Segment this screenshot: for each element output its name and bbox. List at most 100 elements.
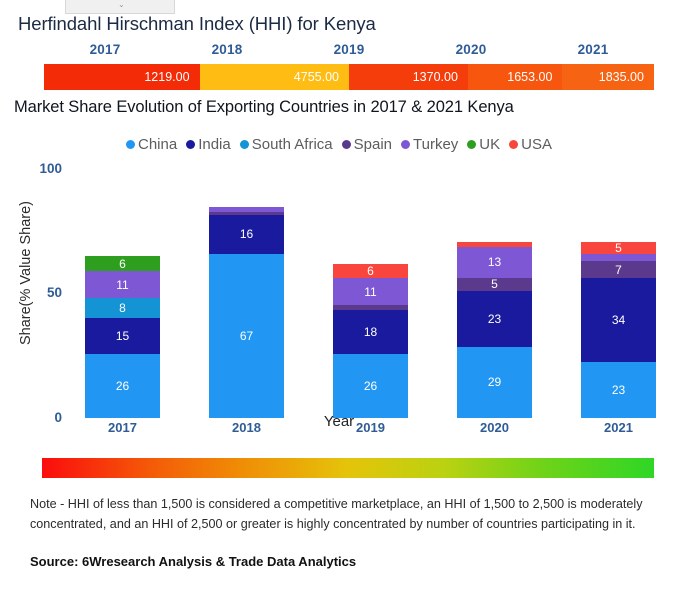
bar-group-2017[interactable]: 6 11 8 15 26 2017 xyxy=(85,155,160,435)
y-tick-0: 0 xyxy=(54,410,62,425)
x-tick-2020: 2020 xyxy=(480,420,509,435)
hhi-title: Herfindahl Hirschman Index (HHI) for Ken… xyxy=(18,13,376,34)
bar-segment-china-2017[interactable]: 26 xyxy=(85,354,160,418)
bar-segment-usa-2019[interactable]: 6 xyxy=(333,263,408,279)
y-tick-100: 100 xyxy=(39,161,62,176)
bar-group-2021[interactable]: 5 7 34 23 2021 xyxy=(581,155,656,435)
bar-value-label: 18 xyxy=(363,325,378,340)
hhi-value-bar: 1219.00 4755.00 1370.00 1653.00 1835.00 xyxy=(44,64,654,90)
bar-value-label: 67 xyxy=(239,328,254,343)
bar-segment-india-2019[interactable]: 18 xyxy=(333,310,408,355)
bar-value-label: 15 xyxy=(115,328,130,343)
bar-value-label: 5 xyxy=(615,241,622,254)
x-tick-2017: 2017 xyxy=(108,420,137,435)
hhi-scale-gradient xyxy=(42,458,654,478)
legend-dot-icon xyxy=(401,139,410,149)
bar-group-2020[interactable]: 13 5 23 29 2020 xyxy=(457,155,532,435)
bar-segment-india-2021[interactable]: 34 xyxy=(581,278,656,362)
bar-value-label: 23 xyxy=(611,382,626,397)
stacked-bar-2018[interactable]: 16 67 xyxy=(209,207,284,418)
stacked-bar-2021[interactable]: 5 7 34 23 xyxy=(581,241,656,418)
legend-item-china[interactable]: China xyxy=(126,136,177,153)
legend-label: Turkey xyxy=(413,135,459,153)
hhi-segment-2020: 1653.00 xyxy=(467,64,563,90)
hhi-year-2020: 2020 xyxy=(455,42,487,57)
x-tick-2021: 2021 xyxy=(604,420,633,435)
x-tick-2018: 2018 xyxy=(232,420,261,435)
bar-segment-china-2021[interactable]: 23 xyxy=(581,361,656,418)
legend-dot-icon xyxy=(126,139,135,149)
legend-item-uk[interactable]: UK xyxy=(467,136,500,153)
bar-segment-uk-2017[interactable]: 6 xyxy=(85,256,160,272)
bar-segment-usa-2021[interactable]: 5 xyxy=(581,241,656,254)
legend-dot-icon xyxy=(186,139,196,149)
bar-segment-turkey-2019[interactable]: 11 xyxy=(333,278,408,306)
bar-value-label: 16 xyxy=(239,227,254,242)
legend-item-usa[interactable]: USA xyxy=(509,136,552,153)
bar-value-label: 26 xyxy=(363,379,378,394)
chart-note: Note - HHI of less than 1,500 is conside… xyxy=(30,497,643,531)
stacked-bar-2017[interactable]: 6 11 8 15 26 xyxy=(85,256,160,418)
bar-segment-spain-2020[interactable]: 5 xyxy=(457,278,532,291)
bar-value-label: 6 xyxy=(119,256,126,271)
hhi-year-2021: 2021 xyxy=(577,42,609,57)
bar-value-label: 7 xyxy=(615,262,622,277)
legend-item-india[interactable]: India xyxy=(186,136,231,153)
bar-group-2019[interactable]: 6 11 18 26 2019 xyxy=(333,155,408,435)
bar-segment-turkey-2021[interactable] xyxy=(581,253,656,262)
x-axis-label: Year xyxy=(323,413,355,430)
bar-group-2018[interactable]: 16 67 2018 xyxy=(209,155,284,435)
legend-dot-icon xyxy=(239,139,249,149)
hhi-year-2017: 2017 xyxy=(89,42,121,57)
bar-value-label: 34 xyxy=(611,313,626,327)
bar-segment-turkey-2020[interactable]: 13 xyxy=(457,246,532,279)
legend-label: UK xyxy=(479,135,501,153)
bar-value-label: 5 xyxy=(491,278,498,291)
bar-value-label: 13 xyxy=(487,255,502,270)
bar-segment-turkey-2018[interactable] xyxy=(209,207,284,213)
hhi-year-2018: 2018 xyxy=(211,42,243,57)
x-tick-2019: 2019 xyxy=(356,420,385,435)
artifact-glyph: ⌄ xyxy=(118,0,125,9)
stacked-bar-2019[interactable]: 6 11 18 26 xyxy=(333,263,408,418)
bar-segment-spain-2018[interactable] xyxy=(209,212,284,215)
hhi-segment-2021: 1835.00 xyxy=(562,64,654,90)
bar-value-label: 11 xyxy=(364,284,377,299)
chart-source: Source: 6Wresearch Analysis & Trade Data… xyxy=(30,554,357,569)
legend-label: Spain xyxy=(353,135,392,153)
legend-dot-icon xyxy=(509,139,519,149)
bar-value-label: 23 xyxy=(487,311,502,326)
hhi-segment-2019: 1370.00 xyxy=(348,64,468,90)
bar-segment-south-africa-2017[interactable]: 8 xyxy=(85,297,160,318)
bar-segment-india-2020[interactable]: 23 xyxy=(457,290,532,347)
hhi-segment-2017: 1219.00 xyxy=(44,64,200,90)
bar-segment-china-2020[interactable]: 29 xyxy=(457,346,532,418)
chart-legend: China India South Africa Spain Turkey UK USA xyxy=(0,133,678,155)
bar-segment-india-2017[interactable]: 15 xyxy=(85,317,160,355)
legend-item-turkey[interactable]: Turkey xyxy=(401,136,458,153)
legend-label: China xyxy=(138,135,178,153)
bar-value-label: 8 xyxy=(119,300,126,315)
bar-segment-china-2018[interactable]: 67 xyxy=(209,253,284,418)
stacked-bar-2020[interactable]: 13 5 23 29 xyxy=(457,241,532,418)
legend-dot-icon xyxy=(467,139,477,149)
hhi-year-2019: 2019 xyxy=(333,42,365,57)
bar-segment-usa-2020[interactable] xyxy=(457,241,532,247)
legend-item-south-africa[interactable]: South Africa xyxy=(239,136,333,153)
hhi-year-row: 2017 2018 2019 2020 2021 xyxy=(44,42,654,60)
bar-value-label: 29 xyxy=(487,375,502,390)
market-share-title: Market Share Evolution of Exporting Coun… xyxy=(14,98,514,116)
bar-value-label: 6 xyxy=(367,264,374,279)
legend-item-spain[interactable]: Spain xyxy=(341,135,392,153)
legend-label: India xyxy=(198,135,231,153)
bar-segment-india-2018[interactable]: 16 xyxy=(209,214,284,254)
bar-segment-china-2019[interactable]: 26 xyxy=(333,354,408,418)
bar-segment-spain-2021[interactable]: 7 xyxy=(581,261,656,279)
bar-series-container: 6 11 8 15 26 2017 16 67 2018 6 11 18 26 2019 13 5 23 29 20… xyxy=(0,155,678,435)
bar-segment-turkey-2017[interactable]: 11 xyxy=(85,271,160,298)
y-tick-50: 50 xyxy=(46,285,62,300)
bar-value-label: 26 xyxy=(115,379,130,394)
chart-plot-area: Share(% Value Share) 100 50 0 6 11 8 15 26 20… xyxy=(0,155,678,435)
window-artifact: ⌄ xyxy=(65,0,175,14)
bar-segment-spain-2019[interactable] xyxy=(333,305,408,311)
